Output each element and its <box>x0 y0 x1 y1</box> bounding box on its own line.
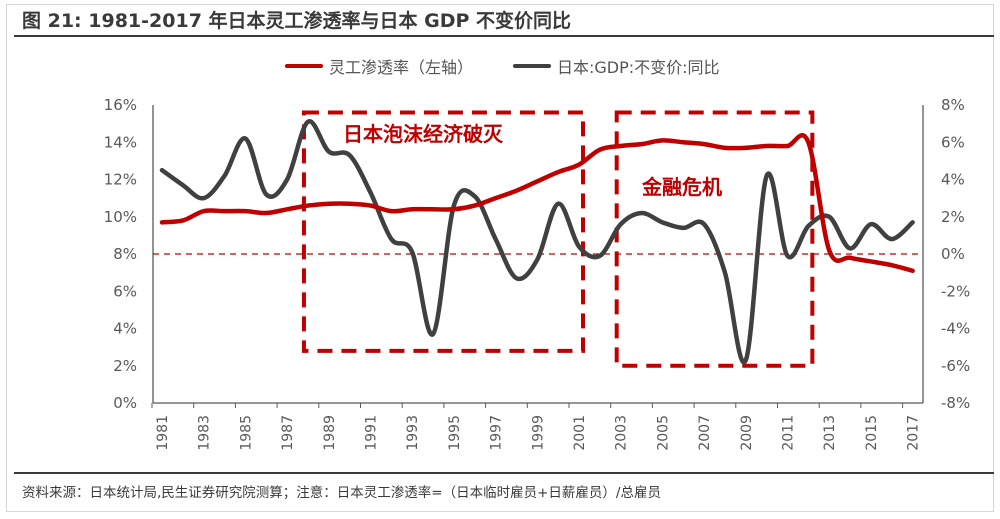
legend-label-red: 灵工渗透率（左轴） <box>329 58 474 77</box>
x-tick-label: 2017 <box>906 415 922 451</box>
y-right-tick-label: 4% <box>941 171 965 189</box>
annotation-financial-crisis: 金融危机 <box>641 175 722 199</box>
x-tick-label: 1987 <box>280 415 296 451</box>
y-right-tick-label: 0% <box>941 245 965 263</box>
legend-swatch-gray <box>513 64 552 68</box>
x-tick-label: 2003 <box>614 415 630 451</box>
chart-frame <box>6 4 994 512</box>
x-tick-label: 2009 <box>739 415 755 451</box>
gig-penetration-line <box>159 133 915 274</box>
x-tick-label: 1991 <box>364 415 380 451</box>
chart-title: 图 21: 1981-2017 年日本灵工渗透率与日本 GDP 不变价同比 <box>22 10 572 32</box>
gdp-growth-line <box>159 119 915 365</box>
x-tick-label: 2007 <box>697 415 713 451</box>
footer-divider <box>14 472 994 474</box>
x-tick-label: 2013 <box>822 415 838 451</box>
y-right-tick-label: -4% <box>941 320 970 338</box>
y-left-tick-label: 16% <box>104 96 137 114</box>
annotation-bubble-collapse: 日本泡沫经济破灭 <box>343 122 504 146</box>
y-left-tick-label: 8% <box>113 245 137 263</box>
financial-crisis-box <box>614 110 815 368</box>
legend: 灵工渗透率（左轴） 日本:GDP:不变价:同比 <box>285 54 760 78</box>
y-left-tick-label: 10% <box>104 208 137 226</box>
y-right-tick-label: -8% <box>941 394 970 412</box>
y-left-tick-label: 14% <box>104 133 137 151</box>
x-tick-label: 1993 <box>405 415 421 451</box>
x-tick-label: 1995 <box>447 415 463 451</box>
y-left-tick-label: 12% <box>104 171 137 189</box>
y-left-tick-label: 2% <box>113 357 137 375</box>
y-right-tick-label: 8% <box>941 96 965 114</box>
title-divider <box>14 35 994 37</box>
bubble-collapse-box <box>301 110 585 353</box>
y-right-tick-label: 2% <box>941 208 965 226</box>
legend-swatch-red <box>285 64 323 68</box>
source-note: 资料来源：日本统计局,民生证券研究院测算；注意：日本灵工渗透率=（日本临时雇员+… <box>22 485 661 501</box>
y-left-tick-label: 0% <box>113 394 137 412</box>
y-left-tick-label: 4% <box>113 320 137 338</box>
x-tick-label: 2011 <box>781 415 797 451</box>
x-tick-label: 1985 <box>238 415 254 451</box>
x-tick-label: 2015 <box>864 415 880 451</box>
legend-item-red: 灵工渗透率（左轴） <box>285 54 473 78</box>
legend-item-gray: 日本:GDP:不变价:同比 <box>513 54 720 78</box>
y-left-tick-label: 6% <box>113 282 137 300</box>
x-tick-label: 1983 <box>197 415 213 451</box>
y-right-tick-label: -2% <box>941 282 970 300</box>
x-tick-label: 2005 <box>655 415 671 451</box>
x-tick-label: 1989 <box>322 415 338 451</box>
legend-label-gray: 日本:GDP:不变价:同比 <box>557 58 720 77</box>
x-tick-label: 2001 <box>572 415 588 451</box>
x-tick-label: 1999 <box>530 415 546 451</box>
y-right-tick-label: -6% <box>941 357 970 375</box>
x-tick-label: 1981 <box>155 415 171 451</box>
y-right-tick-label: 6% <box>941 133 965 151</box>
x-tick-label: 1997 <box>489 415 505 451</box>
